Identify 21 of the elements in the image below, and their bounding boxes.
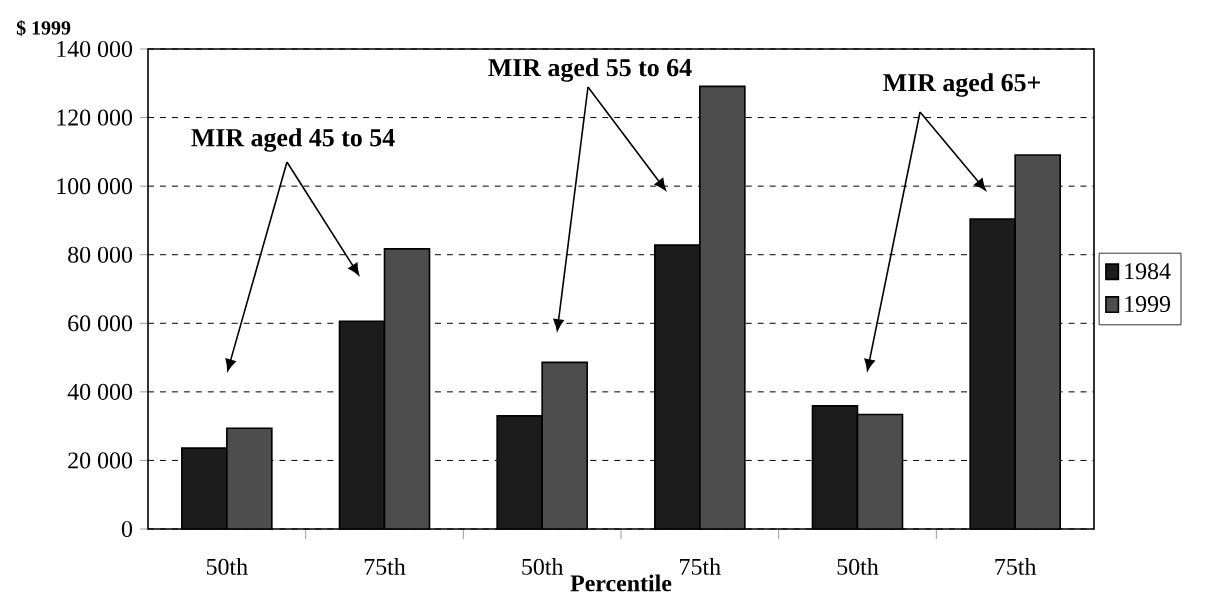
legend-label: 1984: [1125, 263, 1171, 280]
annotation: MIR aged 45 to 54: [191, 128, 395, 152]
x-tick-label: 75th: [680, 558, 721, 575]
x-tick-label: 50th: [837, 558, 879, 575]
y-tick-label: 20 000: [68, 452, 133, 469]
y-tick-label: 140 000: [57, 40, 133, 58]
x-axis-title: Percentile: [570, 574, 672, 592]
y-tick-label: 80 000: [68, 246, 133, 263]
y-tick-label: 0: [121, 520, 133, 538]
y-tick-label: 120 000: [57, 109, 133, 126]
annotation: MIR aged 55 to 64: [488, 58, 692, 82]
y-tick-label: 60 000: [68, 315, 133, 332]
x-tick-label: 50th: [206, 558, 248, 575]
y-tick-label: 40 000: [67, 383, 133, 400]
x-tick-label: 75th: [364, 558, 406, 575]
y-axis-title: $ 1999: [16, 20, 71, 36]
x-tick-label: 75th: [995, 558, 1037, 575]
annotation: MIR aged 65+: [883, 73, 1040, 97]
x-tick-label: 50th: [522, 558, 564, 575]
legend-label: 1999: [1125, 296, 1171, 313]
y-tick-label: 100 000: [57, 178, 133, 195]
